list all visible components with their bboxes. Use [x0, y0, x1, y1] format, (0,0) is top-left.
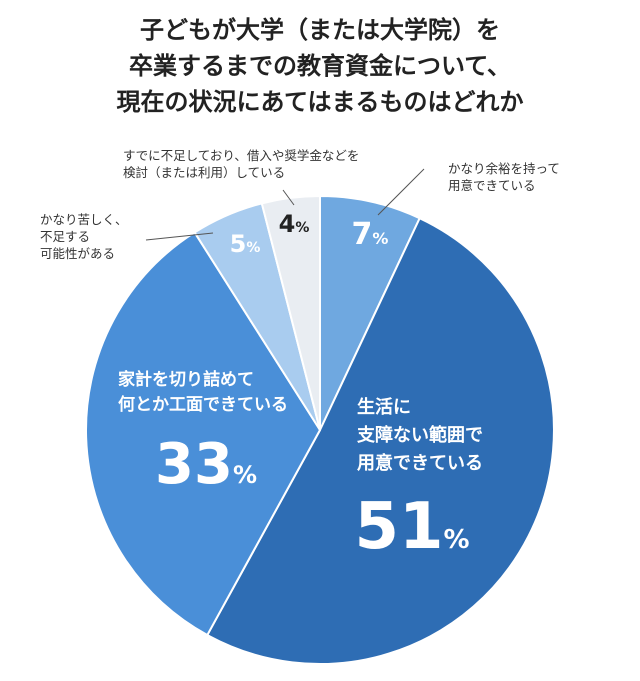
slice-2-label-line-2: 何とか工面できている	[118, 394, 288, 415]
pie-slice-0	[319, 194, 421, 431]
chart-title: 子どもが大学（または大学院）を 卒業するまでの教育資金について、 現在の状況にあ…	[0, 12, 640, 120]
slice-2-value-label: 33%	[155, 432, 257, 497]
pie-slice-4	[260, 194, 321, 431]
label-slice-0-line-2: 用意できている	[448, 178, 536, 193]
slice-1-label-line-3: 用意できている	[357, 452, 483, 474]
slice-1-label-line-2: 支障ない範囲で	[356, 424, 483, 446]
slice-1-value-label: 51%	[354, 490, 469, 564]
leader-line-0	[377, 168, 425, 216]
slice-3-value-label: 5%	[230, 230, 261, 258]
title-line-2: 卒業するまでの教育資金について、	[128, 52, 512, 80]
leader-line-3	[145, 232, 214, 241]
title-line-3: 現在の状況にあてはまるものはどれか	[116, 88, 524, 116]
pie-slice-1	[205, 216, 555, 665]
slice-4-value-label: 4%	[279, 210, 310, 238]
label-slice-0-line-1: かなり余裕を持って	[448, 161, 560, 176]
title-line-1: 子どもが大学（または大学院）を	[140, 16, 500, 44]
slice-1-label-line-1: 生活に	[357, 396, 411, 418]
label-slice-4-line-2: 検討（または利用）している	[123, 165, 286, 180]
leader-line-4	[282, 189, 295, 206]
label-slice-3: かなり苦しく、 不足する 可能性がある	[40, 211, 128, 262]
label-slice-3-line-3: 可能性がある	[40, 246, 116, 261]
pie-slice-2	[85, 231, 322, 637]
label-slice-3-line-2: 不足する	[40, 229, 91, 244]
label-slice-4: すでに不足しており、借入や奨学金などを 検討（または利用）している	[123, 147, 359, 181]
slice-2-label-line-1: 家計を切り詰めて	[118, 369, 254, 390]
label-slice-0: かなり余裕を持って 用意できている	[448, 160, 560, 194]
label-slice-3-line-1: かなり苦しく、	[40, 212, 128, 227]
slice-0-value-label: 7%	[352, 217, 389, 252]
label-slice-4-line-1: すでに不足しており、借入や奨学金などを	[123, 148, 360, 163]
